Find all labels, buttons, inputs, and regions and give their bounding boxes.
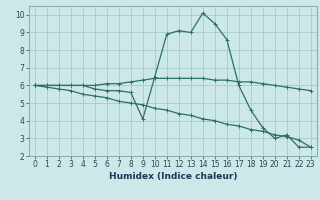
X-axis label: Humidex (Indice chaleur): Humidex (Indice chaleur) — [108, 172, 237, 181]
